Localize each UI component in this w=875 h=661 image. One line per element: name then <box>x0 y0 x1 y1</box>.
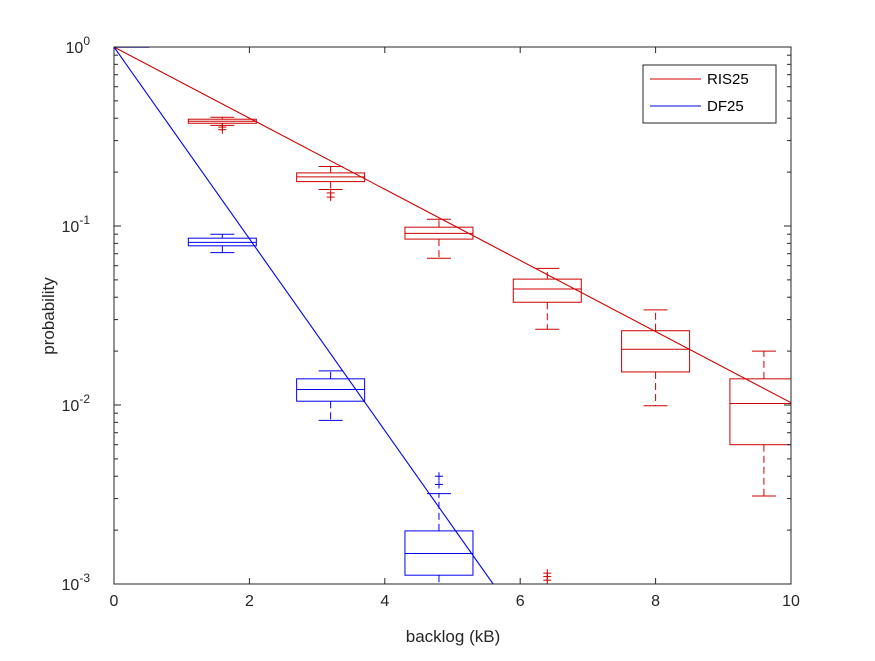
box-iqr <box>621 330 691 373</box>
box-ris25-4 <box>621 309 691 407</box>
axes: 0 2 4 6 8 10 100 10-1 10-2 10-3 <box>62 34 800 610</box>
plot-content <box>114 47 791 584</box>
legend-label-df25: DF25 <box>707 98 744 115</box>
box-df25-7 <box>296 370 366 421</box>
y-tick-label: 10-2 <box>62 392 91 415</box>
x-tick-label: 6 <box>516 593 525 610</box>
y-tick-label: 10-1 <box>62 213 91 236</box>
axes-frame <box>113 46 792 585</box>
outlier-point <box>326 188 335 197</box>
x-tick-label: 2 <box>245 593 254 610</box>
box-ris25-5 <box>729 350 791 497</box>
outlier-point <box>543 569 552 578</box>
box-ris25-3 <box>512 267 582 584</box>
y-axis-label: probability <box>39 277 58 355</box>
x-axis-label: backlog (kB) <box>406 627 500 646</box>
x-tick-label: 0 <box>110 593 119 610</box>
box-df25-8 <box>404 472 474 584</box>
outlier-point <box>434 472 443 481</box>
y-tick-label: 100 <box>66 34 91 57</box>
plot-area <box>114 47 791 584</box>
x-tick-label: 4 <box>380 593 389 610</box>
x-tick-label: 10 <box>782 593 800 610</box>
series-line-ris25 <box>114 47 791 404</box>
box-ris25-0 <box>187 116 257 134</box>
legend-box <box>642 64 777 124</box>
box-iqr <box>729 378 791 446</box>
series-line-df25 <box>114 47 494 584</box>
outlier-point <box>218 123 227 132</box>
legend: RIS25 DF25 <box>642 64 777 124</box>
x-tick-label: 8 <box>651 593 660 610</box>
box-iqr <box>512 278 582 303</box>
outlier-point <box>434 480 443 489</box>
box-df25-6 <box>187 233 257 254</box>
legend-label-ris25: RIS25 <box>707 71 749 88</box>
box-ris25-1 <box>296 165 366 202</box>
box-ris25-2 <box>404 218 474 259</box>
y-tick-label: 10-3 <box>62 571 91 594</box>
